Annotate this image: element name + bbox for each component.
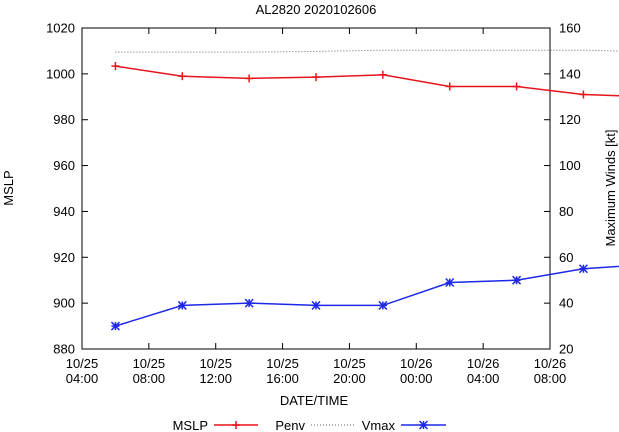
data-point-vmax — [311, 300, 321, 310]
y-tick-label-left: 1020 — [46, 21, 75, 36]
y-tick-label-left: 940 — [53, 204, 75, 219]
y-axis-label-left: MSLP — [1, 170, 16, 205]
legend-symbol-mslp — [214, 421, 258, 429]
series-line-mslp — [115, 65, 619, 97]
y-tick-label-right: 100 — [559, 158, 581, 173]
x-tick-label-date: 10/26 — [534, 356, 567, 371]
data-point-mslp — [245, 74, 254, 83]
data-point-mslp — [312, 73, 320, 82]
data-point-mslp — [445, 82, 454, 91]
legend: MSLP Penv Vmax — [173, 418, 446, 432]
y-tick-label-left: 880 — [53, 342, 75, 357]
x-tick-label-time: 12:00 — [199, 371, 232, 386]
y-tick-label-left: 960 — [53, 158, 75, 173]
chart-title: AL2820 2020102606 — [256, 2, 377, 17]
data-point-vmax — [578, 264, 588, 274]
y-tick-label-left: 900 — [53, 296, 75, 311]
legend-symbol-vmax — [401, 420, 446, 430]
data-point-vmax — [244, 298, 254, 308]
x-tick-label-date: 10/25 — [333, 356, 366, 371]
data-point-vmax — [110, 321, 120, 331]
x-tick-label-time: 16:00 — [266, 371, 299, 386]
y-tick-label-right: 80 — [559, 204, 573, 219]
x-axis-label: DATE/TIME — [280, 393, 349, 408]
x-tick-label-date: 10/25 — [266, 356, 299, 371]
legend-label-penv: Penv — [275, 418, 305, 432]
y-axis-label-right: Maximum Winds [kt] — [603, 129, 618, 246]
data-point-vmax — [177, 300, 187, 310]
data-point-mslp — [178, 72, 187, 81]
y-tick-label-right: 160 — [559, 21, 581, 36]
series-layer — [110, 49, 619, 331]
y-tick-label-left: 920 — [53, 250, 75, 265]
data-point-vmax — [445, 277, 455, 288]
x-tick-label-date: 10/25 — [66, 356, 99, 371]
data-point-vmax — [512, 275, 522, 285]
y-tick-label-right: 60 — [559, 250, 573, 265]
legend-marker — [418, 420, 429, 430]
x-tick-label-time: 04:00 — [66, 371, 99, 386]
x-tick-label-time: 00:00 — [400, 371, 433, 386]
legend-marker — [232, 421, 240, 429]
data-point-vmax — [378, 300, 388, 310]
plot-frame — [81, 27, 551, 350]
axis-ticks: 880 900 920 940 960 980 1000 1020 20 40 60 80 100 120… — [46, 21, 581, 387]
data-point-mslp — [378, 70, 387, 79]
x-tick-label-time: 08:00 — [534, 371, 567, 386]
y-tick-label-left: 1000 — [46, 66, 75, 81]
legend-label-mslp: MSLP — [173, 418, 208, 432]
y-tick-label-right: 20 — [559, 342, 573, 357]
series-line-penv — [115, 49, 619, 53]
data-point-mslp — [111, 62, 120, 71]
legend-label-vmax: Vmax — [362, 418, 396, 432]
x-tick-label-date: 10/25 — [133, 356, 166, 371]
y-tick-label-left: 980 — [53, 112, 75, 127]
x-tick-label-date: 10/25 — [199, 356, 232, 371]
series-line-vmax — [115, 265, 619, 327]
y-tick-label-right: 40 — [559, 296, 573, 311]
x-tick-label-date: 10/26 — [400, 356, 433, 371]
data-point-mslp — [579, 90, 588, 99]
x-tick-label-time: 04:00 — [467, 371, 500, 386]
x-tick-label-time: 08:00 — [133, 371, 166, 386]
x-tick-label-time: 20:00 — [333, 371, 366, 386]
y-tick-label-right: 140 — [559, 66, 581, 81]
y-tick-label-right: 120 — [559, 112, 581, 127]
x-tick-label-date: 10/26 — [467, 356, 500, 371]
data-point-mslp — [512, 82, 521, 91]
